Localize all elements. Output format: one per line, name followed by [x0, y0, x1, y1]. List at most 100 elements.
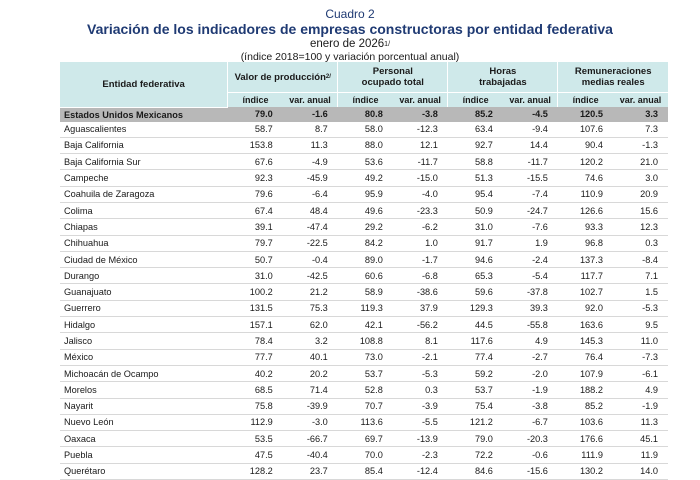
- cell-value: 44.5: [447, 316, 503, 334]
- cell-value: 77.7: [227, 349, 283, 366]
- cell-value: 4.9: [502, 332, 558, 350]
- cell-value: 59.6: [447, 283, 503, 301]
- row-label: Aguascalientes: [60, 121, 228, 138]
- national-row: Estados Unidos Mexicanos 79.0 -1.6 80.8 …: [60, 107, 668, 122]
- column-header-remuneration: Remuneraciones medias reales: [557, 62, 668, 93]
- personnel-label: Personal ocupado total: [361, 66, 424, 88]
- cell-value: 84.2: [337, 235, 393, 252]
- cell-value: 31.0: [227, 267, 283, 285]
- cell-value: -0.6: [502, 446, 558, 464]
- cell-value: 91.7: [447, 235, 503, 252]
- cell-value: 130.2: [557, 463, 613, 480]
- cell-value: 129.3: [447, 300, 503, 318]
- production-footnote: 2/: [325, 73, 331, 80]
- cell-value: -1.6: [282, 107, 338, 122]
- cell-value: 11.3: [612, 414, 668, 432]
- row-label: Michoacán de Ocampo: [60, 365, 228, 383]
- cell-value: 107.6: [557, 121, 613, 138]
- cell-value: 92.7: [447, 137, 503, 155]
- cell-value: 79.0: [447, 430, 503, 448]
- cell-value: 92.0: [557, 300, 613, 318]
- row-label: Nuevo León: [60, 414, 228, 432]
- table-subtitle: enero de 20261/: [0, 38, 700, 51]
- cell-value: 58.9: [337, 283, 393, 301]
- cell-value: -42.5: [282, 267, 338, 285]
- cell-value: -15.6: [502, 463, 558, 480]
- cell-value: -56.2: [392, 316, 448, 334]
- cell-value: 11.0: [612, 332, 668, 350]
- cell-value: -2.0: [502, 365, 558, 383]
- row-label: Campeche: [60, 169, 228, 187]
- cell-value: 53.6: [337, 153, 393, 171]
- table-row: Baja California Sur 67.6 -4.9 53.6 -11.7 58.8…: [60, 153, 668, 171]
- cell-value: 76.4: [557, 349, 613, 366]
- subtitle-footnote: 1/: [384, 41, 391, 48]
- cell-value: 121.2: [447, 414, 503, 432]
- cell-value: 145.3: [557, 332, 613, 350]
- cell-value: 75.4: [447, 398, 503, 415]
- row-label: Colima: [60, 202, 228, 220]
- cell-value: 100.2: [227, 283, 283, 301]
- cell-value: 67.6: [227, 153, 283, 171]
- subheader-index: índice: [447, 92, 503, 107]
- table-row: Nayarit 75.8 -39.9 70.7 -3.9 75.4 -3.8 85.2 -1.9: [60, 398, 668, 415]
- cell-value: 20.9: [612, 186, 668, 203]
- cell-value: 69.7: [337, 430, 393, 448]
- cell-value: -2.4: [502, 251, 558, 269]
- cell-value: 137.3: [557, 251, 613, 269]
- table-row: Jalisco 78.4 3.2 108.8 8.1 117.6 4.9 145.3 11.0: [60, 332, 668, 350]
- cell-value: 85.2: [557, 398, 613, 415]
- cell-value: -45.9: [282, 169, 338, 187]
- cell-value: -24.7: [502, 202, 558, 220]
- document-page: Cuadro 2 Variación de los indicadores de…: [0, 7, 700, 480]
- cell-value: 15.6: [612, 202, 668, 220]
- cell-value: -11.7: [392, 153, 448, 171]
- cell-value: -66.7: [282, 430, 338, 448]
- cell-value: 102.7: [557, 283, 613, 301]
- cell-value: -3.8: [392, 107, 448, 122]
- cell-value: -7.3: [612, 349, 668, 366]
- cell-value: -6.4: [282, 186, 338, 203]
- cell-value: 71.4: [282, 381, 338, 399]
- cell-value: -15.5: [502, 169, 558, 187]
- cell-value: -1.3: [612, 137, 668, 155]
- cell-value: 126.6: [557, 202, 613, 220]
- table-row: Morelos 68.5 71.4 52.8 0.3 53.7 -1.9 188.2 4.9: [60, 381, 668, 399]
- cell-value: 3.0: [612, 169, 668, 187]
- cell-value: 70.7: [337, 398, 393, 415]
- cell-value: 95.4: [447, 186, 503, 203]
- cell-value: 7.1: [612, 267, 668, 285]
- cell-value: -3.0: [282, 414, 338, 432]
- cell-value: 128.2: [227, 463, 283, 480]
- cell-value: 94.6: [447, 251, 503, 269]
- cell-value: 117.7: [557, 267, 613, 285]
- cell-value: 14.0: [612, 463, 668, 480]
- cell-value: 48.4: [282, 202, 338, 220]
- row-label: Morelos: [60, 381, 228, 399]
- cell-value: 23.7: [282, 463, 338, 480]
- table-row: Coahuila de Zaragoza 79.6 -6.4 95.9 -4.0 95.4…: [60, 186, 668, 203]
- cell-value: 96.8: [557, 235, 613, 252]
- cell-value: 79.0: [227, 107, 283, 122]
- cell-value: -8.4: [612, 251, 668, 269]
- table-number: Cuadro 2: [325, 7, 375, 21]
- cell-value: 68.5: [227, 381, 283, 399]
- cell-value: 120.2: [557, 153, 613, 171]
- cell-value: -1.9: [502, 381, 558, 399]
- cell-value: 188.2: [557, 381, 613, 399]
- cell-value: -47.4: [282, 218, 338, 236]
- cell-value: 50.7: [227, 251, 283, 269]
- table-row: Durango 31.0 -42.5 60.6 -6.8 65.3 -5.4 117.7 7.1: [60, 267, 668, 285]
- cell-value: 67.4: [227, 202, 283, 220]
- cell-value: 89.0: [337, 251, 393, 269]
- row-label: Chihuahua: [60, 235, 228, 252]
- cell-value: 21.2: [282, 283, 338, 301]
- row-label: México: [60, 349, 228, 366]
- row-label: Ciudad de México: [60, 251, 228, 269]
- cell-value: 12.1: [392, 137, 448, 155]
- cell-value: 21.0: [612, 153, 668, 171]
- cell-value: 58.0: [337, 121, 393, 138]
- table-row: Colima 67.4 48.4 49.6 -23.3 50.9 -24.7 126.6 15.…: [60, 202, 668, 220]
- table-row: Guerrero 131.5 75.3 119.3 37.9 129.3 39.3 92.0-…: [60, 300, 668, 318]
- cell-value: -1.7: [392, 251, 448, 269]
